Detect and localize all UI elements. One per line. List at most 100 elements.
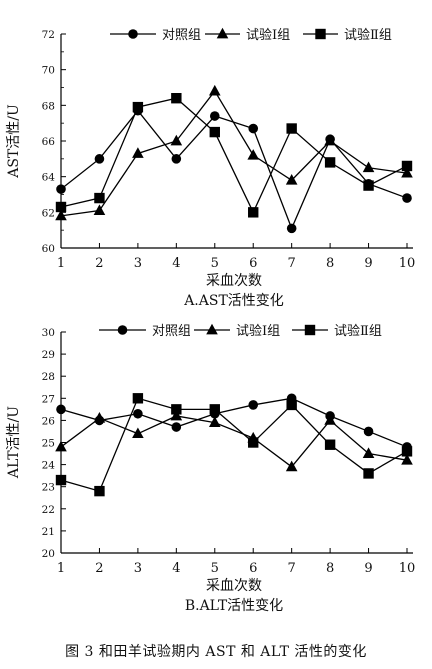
data-point-triangle — [208, 416, 221, 428]
series-line — [60, 397, 408, 448]
data-point-square — [171, 404, 182, 415]
data-point-triangle — [132, 147, 144, 158]
legend-label: 对照组 — [152, 324, 191, 339]
x-tick-label: 5 — [211, 561, 219, 576]
y-tick-label: 68 — [42, 100, 55, 112]
x-tick-label: 3 — [134, 561, 142, 576]
legend-label: 试验Ⅰ组 — [246, 27, 290, 43]
legend-backing — [201, 25, 316, 43]
data-point-triangle — [362, 447, 375, 458]
legend-backing — [106, 25, 232, 43]
y-tick-label: 24 — [42, 460, 56, 472]
legend-marker-square — [304, 324, 316, 336]
series-line — [60, 97, 408, 214]
data-point-triangle — [285, 174, 298, 185]
x-tick-label: 6 — [249, 561, 257, 576]
x-tick-label: 7 — [288, 561, 296, 576]
data-point-circle — [209, 111, 220, 121]
data-point-triangle — [170, 134, 183, 146]
legend: 对照组 试验Ⅰ组 试验Ⅱ组 — [95, 321, 404, 339]
y-tick-label: 28 — [42, 371, 55, 383]
data-point-square — [324, 157, 336, 168]
series-line — [60, 397, 408, 492]
legend-label: 试验Ⅰ组 — [236, 323, 280, 339]
data-point-circle — [171, 154, 182, 164]
data-point-triangle — [55, 209, 67, 221]
y-tick-label: 60 — [42, 243, 55, 255]
data-point-square — [209, 404, 220, 415]
data-point-circle — [363, 426, 374, 437]
x-tick-label: 6 — [249, 256, 257, 271]
x-tick-label: 4 — [172, 256, 180, 271]
series-square — [55, 93, 413, 218]
data-point-square — [94, 192, 105, 204]
x-tick-label: 1 — [57, 256, 65, 271]
x-tick-label: 8 — [326, 256, 334, 271]
x-tick-label: 7 — [288, 256, 296, 271]
data-point-circle — [56, 184, 66, 194]
data-point-triangle — [324, 134, 336, 146]
y-tick-label: 62 — [42, 207, 55, 219]
data-point-triangle — [55, 440, 67, 452]
data-point-circle — [402, 193, 412, 203]
data-point-square — [401, 160, 413, 172]
y-tick-label: 21 — [42, 526, 55, 538]
series-triangle — [55, 409, 413, 472]
data-point-square — [401, 446, 413, 457]
data-point-triangle — [285, 460, 298, 472]
chart-panel-ast: 60 62 64 66 68 70 72 1 2 3 4 5 6 7 8 9 10 采血次数 A.AST活性变化 AS… — [6, 25, 415, 309]
data-point-square — [248, 207, 259, 218]
data-point-square — [55, 201, 67, 213]
data-point-circle — [171, 422, 182, 432]
data-point-square — [324, 439, 336, 450]
data-point-circle — [286, 223, 297, 234]
x-tick-label: 3 — [134, 256, 142, 271]
x-tick-label: 2 — [95, 256, 103, 271]
y-tick-label: 27 — [42, 393, 55, 405]
data-point-square — [94, 485, 105, 497]
chart-title: B.ALT活性变化 — [185, 598, 283, 614]
data-point-circle — [133, 408, 143, 419]
series-line — [60, 89, 408, 217]
chart-title: A.AST活性变化 — [183, 293, 284, 309]
data-point-square — [248, 437, 259, 448]
data-point-square — [286, 399, 297, 411]
y-tick-label: 25 — [42, 438, 55, 450]
data-point-triangle — [362, 161, 375, 173]
y-axis-label: AST活性/U — [6, 104, 22, 179]
legend-backing — [288, 321, 404, 339]
y-tick-label: 70 — [42, 65, 55, 77]
data-point-square — [132, 393, 144, 404]
y-tick-label: 23 — [42, 482, 55, 494]
data-point-triangle — [132, 427, 144, 439]
y-tick-label: 66 — [42, 136, 56, 148]
series-triangle — [55, 84, 413, 221]
data-point-circle — [248, 123, 259, 134]
data-point-square — [132, 101, 144, 113]
data-point-triangle — [401, 166, 413, 178]
x-tick-label: 10 — [399, 256, 416, 271]
y-tick-label: 20 — [42, 548, 55, 560]
x-tick-label: 9 — [364, 256, 372, 271]
series-line — [60, 109, 408, 231]
y-tick-label: 26 — [42, 415, 56, 427]
data-point-square — [363, 468, 374, 479]
data-point-triangle — [170, 409, 183, 421]
x-tick-label: 4 — [172, 561, 180, 576]
legend-marker-circle — [117, 325, 128, 335]
data-point-triangle — [324, 414, 336, 425]
y-axis-label: ALT活性/U — [6, 406, 22, 479]
y-tick-label: 72 — [42, 29, 55, 41]
data-point-triangle — [208, 84, 221, 96]
legend-marker-triangle — [216, 27, 229, 39]
series-line — [60, 415, 408, 468]
data-point-circle — [56, 404, 66, 415]
legend-marker-circle — [128, 29, 138, 39]
data-point-circle — [248, 400, 259, 410]
x-axis-label: 采血次数 — [206, 273, 262, 289]
legend-backing — [190, 321, 306, 339]
y-tick-label: 22 — [42, 504, 55, 516]
x-tick-label: 9 — [364, 561, 372, 576]
y-tick-label: 30 — [42, 327, 55, 339]
